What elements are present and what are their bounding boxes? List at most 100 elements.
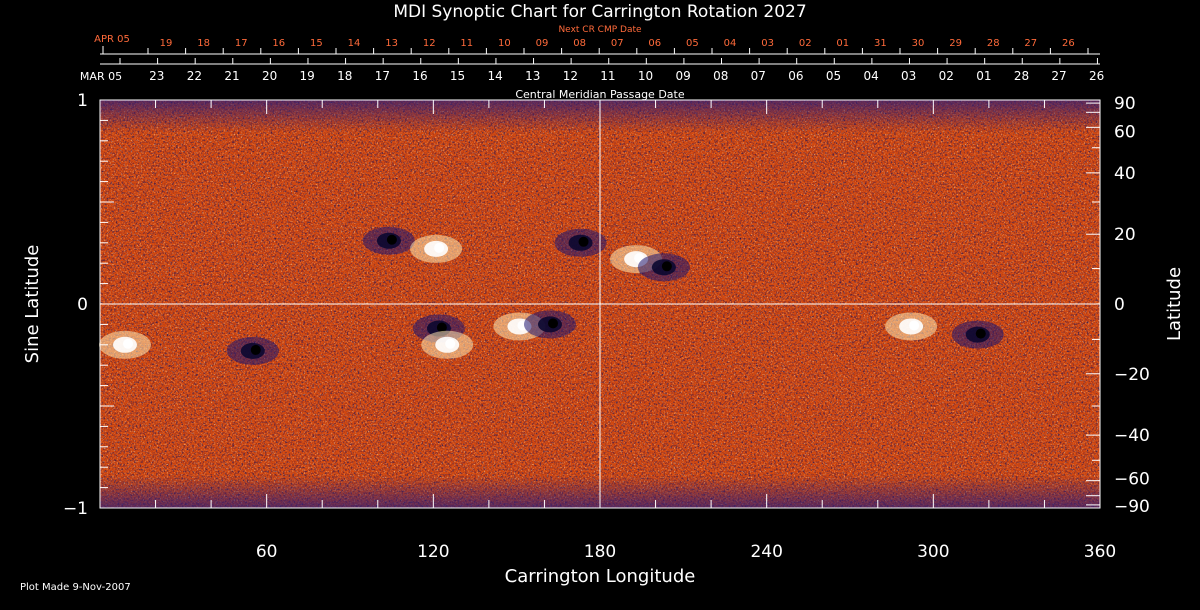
top-axis-date: 14 — [488, 69, 503, 83]
y-right-tick-label: −90 — [1114, 497, 1150, 517]
next-axis-date: 02 — [799, 38, 812, 49]
top-axis-date: 20 — [262, 69, 277, 83]
y-left-tick-labels: 1 0 −1 — [63, 91, 88, 519]
active-regions — [99, 226, 1004, 365]
top-axis-date: 07 — [751, 69, 766, 83]
x-tick-label: 240 — [750, 542, 782, 562]
top-axis-date: 18 — [337, 69, 352, 83]
top-axis-date: 04 — [863, 69, 878, 83]
x-tick-label: 360 — [1084, 542, 1116, 562]
y-right-tick-label: 40 — [1114, 164, 1136, 184]
next-axis-date: 07 — [611, 38, 624, 49]
top-axis-label: Central Meridian Passage Date — [515, 88, 684, 101]
next-axis-start: APR 05 — [94, 34, 130, 45]
next-axis-date: 31 — [874, 38, 887, 49]
y-right-ticks — [1086, 99, 1100, 509]
y-right-tick-label: 20 — [1114, 225, 1136, 245]
negative-region — [554, 228, 607, 257]
top-axis-date: 15 — [450, 69, 465, 83]
top-axis-date: 10 — [638, 69, 653, 83]
next-axis-date: 01 — [836, 38, 849, 49]
top-axis-date: 09 — [675, 69, 690, 83]
top-axis-date: 22 — [187, 69, 202, 83]
x-axis-tick-labels: 60 120 180 240 300 360 — [256, 542, 1116, 562]
next-axis-date: 14 — [348, 38, 361, 49]
y-right-tick-label: −40 — [1114, 426, 1150, 446]
positive-region — [421, 330, 474, 359]
y-right-tick-label: −20 — [1114, 365, 1150, 385]
next-axis-date: 13 — [385, 38, 398, 49]
next-axis-date: 09 — [536, 38, 549, 49]
top-axis-date: 03 — [901, 69, 916, 83]
next-axis-label: Next CR CMP Date — [558, 25, 642, 35]
top-axis-date: 17 — [375, 69, 390, 83]
next-axis-date: 10 — [498, 38, 511, 49]
negative-region — [362, 226, 415, 255]
top-axis-dates: 23 22 21 20 19 18 17 16 15 14 13 12 11 10 09 08 07 06 05 04… — [100, 58, 1104, 83]
next-axis-date: 15 — [310, 38, 323, 49]
y-right-tick-label: 60 — [1114, 122, 1136, 142]
top-axis-date: 19 — [300, 69, 315, 83]
next-axis-date: 08 — [573, 38, 586, 49]
y-left-axis-title: Sine Latitude — [22, 245, 43, 364]
top-axis-date: 06 — [788, 69, 803, 83]
top-axis-date: 02 — [939, 69, 954, 83]
top-axis-start: MAR 05 — [80, 70, 122, 83]
top-axis-date: 12 — [563, 69, 578, 83]
y-left-ticks — [100, 99, 114, 509]
x-tick-label: 120 — [417, 542, 449, 562]
next-axis-date: 30 — [912, 38, 925, 49]
top-axis-date: 23 — [149, 69, 164, 83]
y-right-tick-labels: 90 60 40 20 0 −20 −40 −60 −90 — [1114, 94, 1150, 517]
top-axis-date: 27 — [1051, 69, 1066, 83]
negative-region — [524, 310, 576, 339]
top-axis-date: 28 — [1014, 69, 1029, 83]
top-axis-date: 13 — [525, 69, 540, 83]
next-axis-date: 27 — [1024, 38, 1037, 49]
next-axis-date: 26 — [1062, 38, 1075, 49]
footer-plot-date: Plot Made 9-Nov-2007 — [20, 582, 131, 593]
top-axis-date: 05 — [826, 69, 841, 83]
x-tick-label: 60 — [256, 542, 278, 562]
next-axis-date: 28 — [987, 38, 1000, 49]
next-axis-date: 18 — [197, 38, 210, 49]
next-axis-date: 16 — [272, 38, 285, 49]
next-axis-date: 05 — [686, 38, 699, 49]
next-axis-dates: 19 18 17 16 15 14 13 12 11 10 09 08 07 06 05 04 03 02 01 31… — [160, 38, 1075, 49]
next-axis-date: 03 — [761, 38, 774, 49]
next-axis-date: 06 — [648, 38, 661, 49]
next-axis-date: 19 — [160, 38, 173, 49]
top-axis-date: 21 — [224, 69, 239, 83]
y-right-axis-title: Latitude — [1164, 267, 1185, 341]
top-axis-date: 26 — [1089, 69, 1104, 83]
x-tick-label: 300 — [917, 542, 949, 562]
y-right-tick-label: 0 — [1114, 295, 1125, 315]
next-axis-date: 17 — [235, 38, 248, 49]
top-axis-date: 11 — [600, 69, 615, 83]
top-axis-date: 08 — [713, 69, 728, 83]
y-left-tick-label: −1 — [63, 499, 88, 519]
negative-region — [951, 320, 1004, 349]
chart-title: MDI Synoptic Chart for Carrington Rotati… — [393, 2, 806, 22]
positive-region — [410, 234, 463, 263]
next-axis-date: 29 — [949, 38, 962, 49]
positive-region — [99, 330, 151, 359]
y-right-tick-label: 90 — [1114, 94, 1136, 114]
x-tick-label: 180 — [584, 542, 616, 562]
next-axis-date: 11 — [460, 38, 473, 49]
next-axis-ticks — [102, 46, 1089, 54]
y-left-tick-label: 0 — [77, 295, 88, 315]
positive-region — [885, 312, 938, 341]
y-right-tick-label: −60 — [1114, 470, 1150, 490]
top-axis-date: 16 — [412, 69, 427, 83]
negative-region — [226, 336, 279, 365]
plot-area — [99, 99, 1101, 509]
next-axis-date: 04 — [724, 38, 737, 49]
next-axis-date: 12 — [423, 38, 436, 49]
x-axis-ticks — [155, 100, 1101, 508]
top-axis-date: 01 — [976, 69, 991, 83]
x-axis-title: Carrington Longitude — [505, 566, 696, 587]
y-left-tick-label: 1 — [77, 91, 88, 111]
negative-region — [637, 253, 690, 282]
